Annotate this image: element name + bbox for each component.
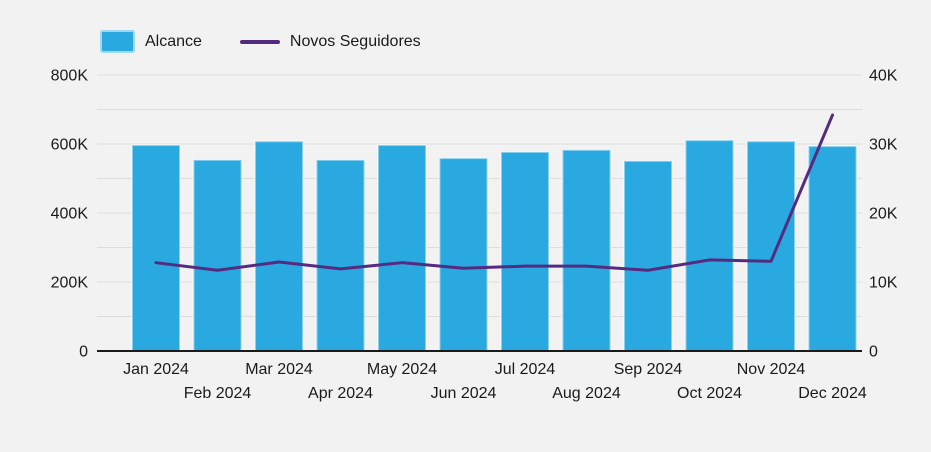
line-series-novos-seguidores[interactable] [154, 113, 834, 272]
right-axis-tick-label: 40K [869, 68, 898, 85]
right-axis-tick-label: 10K [869, 275, 898, 292]
left-axis-tick-label: 200K [51, 275, 89, 292]
bar-apr-2024[interactable] [315, 158, 366, 352]
x-axis-label-jul-2024: Jul 2024 [495, 361, 556, 378]
bar-jul-2024[interactable] [500, 150, 550, 352]
x-axis-label-jan-2024: Jan 2024 [123, 361, 189, 378]
left-axis-tick-label: 800K [51, 68, 89, 85]
x-axis-label-dec-2024: Dec 2024 [798, 385, 867, 402]
x-axis-label-nov-2024: Nov 2024 [737, 361, 806, 378]
bar-oct-2024[interactable] [684, 139, 735, 352]
left-axis-tick-label: 600K [51, 137, 89, 154]
x-axis-label-oct-2024: Oct 2024 [677, 385, 742, 402]
legend: Alcance Novos Seguidores [100, 30, 421, 53]
x-axis-label-apr-2024: Apr 2024 [308, 385, 373, 402]
x-axis-label-mar-2024: Mar 2024 [245, 361, 313, 378]
bar-mar-2024[interactable] [254, 140, 304, 352]
right-axis-tick-label: 20K [869, 206, 898, 223]
bar-jan-2024[interactable] [131, 144, 181, 352]
right-axis-tick-label: 0 [869, 344, 878, 361]
bar-feb-2024[interactable] [192, 158, 243, 352]
bar-dec-2024[interactable] [807, 145, 858, 352]
x-axis-label-may-2024: May 2024 [367, 361, 437, 378]
legend-label-novos-seguidores: Novos Seguidores [289, 33, 421, 50]
bar-may-2024[interactable] [377, 144, 427, 352]
bar-jun-2024[interactable] [438, 157, 489, 352]
bar-aug-2024[interactable] [561, 148, 612, 352]
left-axis-tick-label: 0 [79, 344, 88, 361]
left-axis-tick-label: 400K [51, 206, 89, 223]
x-axis-label-jun-2024: Jun 2024 [431, 385, 497, 402]
x-axis-label-feb-2024: Feb 2024 [184, 385, 252, 402]
right-axis-tick-label: 30K [869, 137, 898, 154]
bar-sep-2024[interactable] [623, 159, 673, 352]
legend-item-alcance[interactable]: Alcance [100, 30, 202, 53]
bar-nov-2024[interactable] [746, 140, 796, 352]
x-axis-label-aug-2024: Aug 2024 [552, 385, 621, 402]
x-axis-label-sep-2024: Sep 2024 [614, 361, 683, 378]
legend-item-novos-seguidores[interactable]: Novos Seguidores [239, 30, 421, 53]
legend-label-alcance: Alcance [145, 33, 202, 50]
line-series-swatch-icon [239, 39, 280, 44]
bar-series-swatch-icon [100, 30, 135, 53]
